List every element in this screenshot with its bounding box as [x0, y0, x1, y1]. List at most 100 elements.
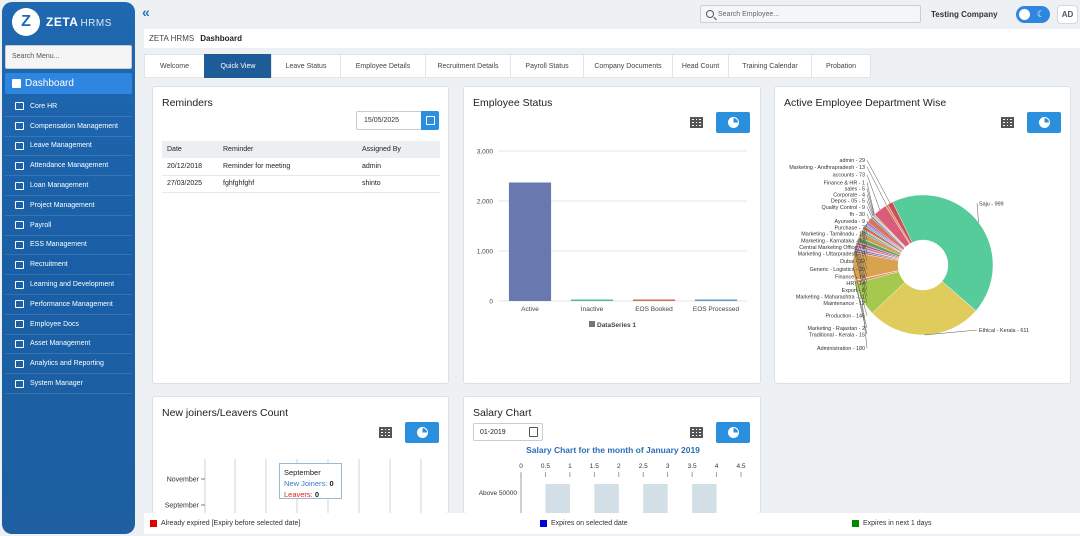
table-cell: Reminder for meeting — [218, 158, 357, 176]
table-view-icon[interactable] — [688, 425, 706, 441]
salary-chart-card: Salary Chart 01-2019 Salary Chart for th… — [463, 396, 761, 513]
bar-inactive[interactable] — [570, 299, 614, 302]
tab-company-documents[interactable]: Company Documents — [583, 54, 673, 78]
sidebar-item-employee-docs[interactable]: Employee Docs — [5, 315, 132, 335]
legend-expires-on-date: Expires on selected date — [540, 520, 628, 527]
x-tick-label: EOS Booked — [635, 306, 673, 313]
table-cell: shinto — [357, 175, 440, 193]
department-pie-chart: Saju - 999 Ethical - Kerala - 611 admin - … — [789, 158, 1029, 352]
bar-eos-booked[interactable] — [632, 299, 676, 302]
label-connector — [854, 251, 868, 304]
tab-employee-details[interactable]: Employee Details — [340, 54, 426, 78]
legend-label: Expires on selected date — [551, 520, 628, 527]
pie-chart-icon[interactable] — [716, 112, 750, 133]
pie-slice[interactable] — [892, 194, 994, 312]
department-card: Active Employee Department Wise Saju - 9… — [774, 86, 1071, 384]
pie-slice[interactable] — [887, 201, 913, 244]
calendar-icon[interactable] — [529, 427, 538, 437]
sidebar-item-loan-management[interactable]: Loan Management — [5, 176, 132, 196]
dashboard-tabs: Welcome Quick View Leave Status Employee De… — [144, 54, 1080, 78]
legend-expires-next: Expires in next 1 days — [852, 520, 931, 527]
label-connector — [852, 266, 868, 316]
company-name[interactable]: Testing Company — [931, 10, 998, 19]
column-header[interactable]: Assigned By — [357, 141, 440, 158]
person-icon — [14, 101, 25, 111]
learning-icon — [14, 280, 25, 290]
chart-tooltip: September New Joiners: 0 Leavers: 0 — [279, 463, 342, 499]
menu-search-input[interactable]: Search Menu... — [5, 45, 132, 69]
theme-toggle[interactable]: ☾ — [1016, 6, 1050, 23]
sidebar-item-label: Core HR — [30, 102, 58, 110]
table-view-icon[interactable] — [999, 115, 1017, 131]
tab-leave-status[interactable]: Leave Status — [271, 54, 341, 78]
collapse-sidebar-icon[interactable]: « — [142, 4, 150, 20]
sidebar-item-compensation-management[interactable]: Compensation Management — [5, 117, 132, 137]
y-tick-label: Above 50000 — [479, 490, 518, 497]
sidebar-item-analytics-and-reporting[interactable]: Analytics and Reporting — [5, 354, 132, 375]
table-view-icon[interactable] — [377, 425, 395, 441]
legend-label[interactable]: DataSeries 1 — [597, 322, 636, 329]
label-connector — [866, 166, 887, 206]
avatar[interactable]: AD — [1057, 5, 1078, 24]
tab-welcome[interactable]: Welcome — [144, 54, 205, 78]
sidebar-item-asset-management[interactable]: Asset Management — [5, 335, 132, 355]
breadcrumb-root[interactable]: ZETA HRMS — [149, 34, 195, 43]
pie-chart-icon[interactable] — [1027, 112, 1061, 133]
sidebar-item-label: Recruitment — [30, 261, 68, 269]
label-connector — [863, 227, 868, 241]
label-connector — [854, 247, 868, 290]
sidebar-item-learning-and-development[interactable]: Learning and Development — [5, 275, 132, 295]
y-tick-label: 3,000 — [477, 149, 494, 156]
x-tick-label: 0.5 — [541, 463, 550, 470]
tooltip-joiners-label: New Joiners: — [284, 479, 328, 488]
docs-icon — [14, 319, 25, 329]
sidebar-item-core-hr[interactable]: Core HR — [5, 97, 132, 117]
analytics-icon — [14, 359, 25, 369]
y-tick-label: 1,000 — [477, 249, 494, 256]
label-connector — [865, 224, 868, 228]
tab-training-calendar[interactable]: Training Calendar — [728, 54, 812, 78]
column-header[interactable]: Date — [162, 141, 218, 158]
sidebar-item-ess-management[interactable]: ESS Management — [5, 236, 132, 256]
pie-slice[interactable] — [871, 281, 977, 336]
pie-label: Finance & HR - 1 — [824, 181, 865, 187]
table-row[interactable]: 20/12/2018 Reminder for meeting admin — [162, 158, 440, 176]
pie-label: Depos - 05 - 5 — [831, 199, 865, 205]
bar-eos-processed[interactable] — [694, 299, 738, 302]
sidebar-item-attendance-management[interactable]: Attendance Management — [5, 156, 132, 177]
pie-chart-icon[interactable] — [405, 422, 439, 443]
tab-recruitment-details[interactable]: Recruitment Details — [425, 54, 511, 78]
salary-band — [545, 484, 570, 513]
table-view-icon[interactable] — [688, 115, 706, 131]
pie-chart-icon[interactable] — [716, 422, 750, 443]
employee-search-input[interactable]: Search Employee... — [700, 5, 921, 23]
table-row[interactable]: 27/03/2025 fghfghfghf shinto — [162, 175, 440, 193]
sidebar-item-performance-management[interactable]: Performance Management — [5, 295, 132, 315]
legend-expired: Already expired [Expiry before selected … — [150, 520, 300, 527]
tab-head-count[interactable]: Head Count — [672, 54, 729, 78]
column-header[interactable]: Reminder — [218, 141, 357, 158]
sidebar-item-leave-management[interactable]: Leave Management — [5, 137, 132, 157]
sidebar-item-recruitment[interactable]: Recruitment — [5, 255, 132, 276]
sidebar-item-label: Attendance Management — [30, 162, 109, 170]
tab-quick-view[interactable]: Quick View — [204, 54, 272, 78]
sidebar-item-system-manager[interactable]: System Manager — [5, 374, 132, 394]
legend-swatch — [150, 520, 157, 527]
employee-status-chart: 0 1,000 2,000 3,000 Active Inactive EOS Booked… — [477, 149, 747, 329]
pie-label: accounts - 73 — [833, 173, 865, 179]
brand[interactable]: Z ZETA HRMS — [2, 2, 135, 42]
label-connector — [924, 329, 978, 336]
salary-month-input[interactable]: 01-2019 — [473, 423, 543, 441]
reminder-date-input[interactable]: 15/05/2025 — [356, 111, 423, 130]
sidebar-item-label: ESS Management — [30, 241, 87, 249]
tooltip-joiners-value: 0 — [329, 479, 334, 488]
sidebar-item-dashboard[interactable]: Dashboard — [5, 73, 132, 94]
sidebar-item-project-management[interactable]: Project Management — [5, 196, 132, 216]
tab-payroll-status[interactable]: Payroll Status — [510, 54, 584, 78]
breadcrumb: ZETA HRMS Dashboard — [144, 29, 1080, 48]
tab-probation[interactable]: Probation — [811, 54, 871, 78]
dashboard-icon — [12, 79, 21, 88]
bar-active[interactable] — [508, 182, 552, 302]
calendar-icon[interactable] — [421, 111, 439, 130]
sidebar-item-payroll[interactable]: Payroll — [5, 216, 132, 236]
